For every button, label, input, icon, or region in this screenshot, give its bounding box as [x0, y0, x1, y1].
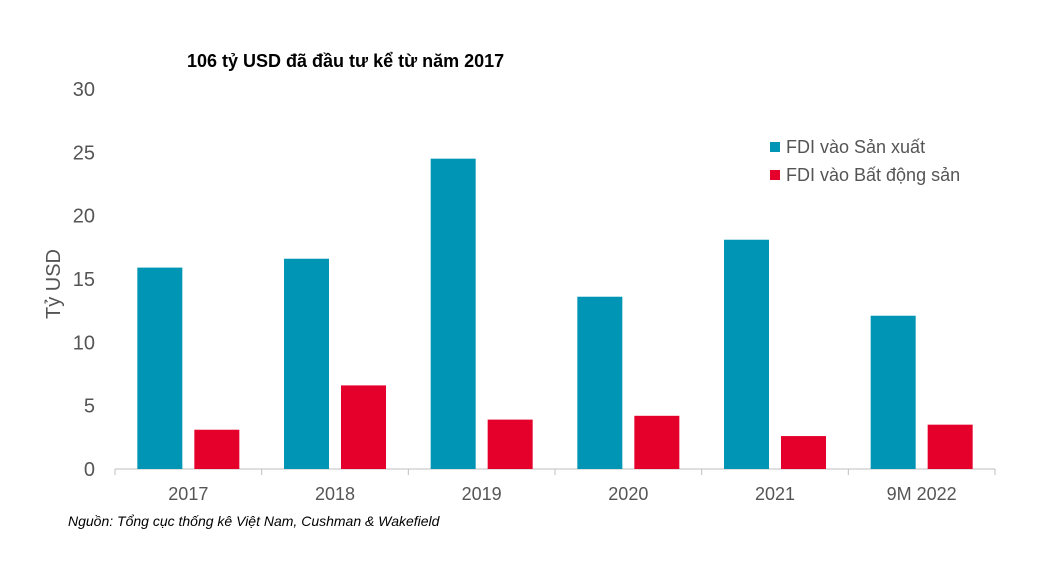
- bar-manufacturing: [577, 296, 623, 469]
- legend-item-real-estate: FDI vào Bất động sản: [770, 161, 960, 189]
- chart-title: 106 tỷ USD đã đầu tư kể từ năm 2017: [187, 51, 505, 71]
- legend-item-manufacturing: FDI vào Sản xuất: [770, 133, 960, 161]
- x-tick-label: 2020: [608, 484, 648, 504]
- legend-label-real-estate: FDI vào Bất động sản: [786, 164, 961, 185]
- bar-real-estate: [781, 436, 826, 469]
- bar-real-estate: [927, 424, 973, 469]
- y-tick-label: 10: [73, 332, 95, 354]
- bar-real-estate: [634, 415, 680, 469]
- y-axis-label: Tỷ USD: [43, 249, 65, 319]
- x-tick-label: 2017: [168, 484, 208, 504]
- legend-label-manufacturing: FDI vào Sản xuất: [786, 136, 926, 157]
- legend-swatch-manufacturing: [770, 142, 780, 152]
- x-tick-label: 9M 2022: [887, 484, 957, 504]
- bar-real-estate: [341, 385, 386, 469]
- bar-real-estate: [487, 419, 533, 469]
- bar-manufacturing: [870, 315, 916, 469]
- y-tick-label: 5: [84, 396, 95, 418]
- source-note: Nguồn: Tổng cục thống kê Việt Nam, Cushm…: [68, 513, 440, 529]
- bar-manufacturing: [430, 158, 476, 469]
- x-tick-label: 2019: [462, 484, 502, 504]
- y-tick-label: 15: [73, 269, 95, 291]
- x-tick-label: 2021: [755, 484, 795, 504]
- y-tick-label: 20: [73, 206, 95, 228]
- y-tick-label: 30: [73, 79, 95, 101]
- legend-swatch-real-estate: [770, 170, 780, 180]
- bar-manufacturing: [137, 267, 183, 469]
- bar-manufacturing: [724, 239, 769, 469]
- bar-real-estate: [194, 429, 240, 469]
- legend: FDI vào Sản xuất FDI vào Bất động sản: [770, 133, 960, 189]
- bar-manufacturing: [284, 258, 329, 469]
- y-tick-label: 0: [84, 459, 95, 481]
- x-tick-label: 2018: [315, 484, 355, 504]
- y-tick-label: 25: [73, 142, 95, 164]
